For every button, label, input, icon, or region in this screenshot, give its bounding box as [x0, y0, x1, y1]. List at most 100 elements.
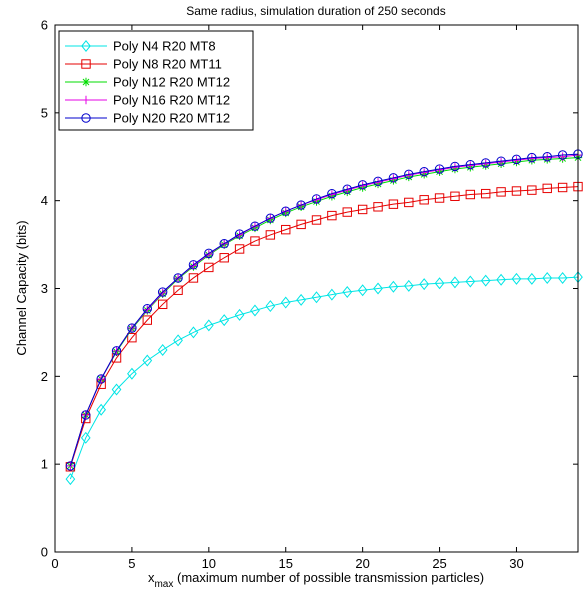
legend-marker	[81, 40, 91, 52]
y-tick-label: 1	[41, 457, 48, 472]
data-point	[188, 260, 199, 270]
data-point	[280, 296, 291, 309]
legend-entry: Poly N8 R20 MT11	[65, 57, 222, 72]
data-point	[65, 461, 76, 471]
data-point	[527, 154, 537, 163]
data-point	[127, 367, 137, 380]
data-point	[311, 291, 322, 304]
data-point	[281, 224, 291, 235]
data-point	[235, 230, 244, 240]
data-point	[481, 158, 491, 168]
data-point	[465, 189, 476, 200]
x-tick-label: 25	[432, 556, 446, 571]
series-2	[65, 181, 583, 472]
legend: Poly N4 R20 MT8 Poly N8 R20 MT11 Poly N12 …	[58, 30, 254, 131]
data-point	[157, 299, 168, 310]
data-point	[465, 275, 476, 288]
legend-marker	[81, 59, 91, 69]
data-point	[219, 314, 230, 327]
data-point	[127, 332, 137, 343]
data-point	[373, 282, 383, 295]
data-point	[357, 284, 368, 297]
x-tick-label: 15	[279, 556, 293, 571]
data-point	[481, 159, 490, 168]
data-point	[542, 183, 552, 194]
data-point	[157, 287, 168, 297]
data-point	[203, 319, 214, 332]
data-point	[311, 194, 322, 204]
data-point	[327, 210, 337, 221]
data-point	[188, 273, 199, 283]
x-tick-label: 10	[202, 556, 216, 571]
data-point	[250, 236, 260, 246]
x-axis-label-subscript: max	[154, 579, 173, 590]
data-point	[404, 197, 414, 208]
legend-label: Poly N8 R20 MT11	[113, 57, 222, 72]
data-point	[143, 305, 152, 314]
series-line	[69, 186, 579, 467]
data-point	[465, 159, 476, 170]
ticks-layer: 0 5 10 15 20 25 30 0 1 2 3 4 5 6	[41, 18, 578, 571]
legend-marker	[81, 113, 91, 123]
data-point	[66, 461, 75, 471]
data-point	[204, 262, 214, 273]
data-point	[511, 272, 522, 285]
data-point	[419, 195, 429, 205]
data-point	[188, 326, 199, 339]
data-point	[157, 343, 168, 356]
data-point	[173, 334, 183, 347]
data-point	[327, 188, 337, 199]
data-point	[434, 277, 445, 290]
x-axis-label: xmax (maximum number of possible transmi…	[148, 570, 484, 590]
data-point	[496, 156, 506, 166]
data-point	[543, 153, 552, 162]
data-point	[404, 169, 414, 180]
data-point	[80, 431, 91, 444]
data-point	[281, 206, 291, 216]
data-point	[173, 285, 183, 295]
legend-label: Poly N4 R20 MT8	[113, 39, 216, 54]
y-tick-label: 6	[41, 18, 48, 33]
data-point	[388, 173, 399, 183]
data-point	[219, 239, 229, 249]
data-point	[496, 187, 506, 197]
data-point	[265, 300, 276, 313]
data-point	[311, 215, 322, 225]
data-point	[481, 188, 491, 199]
data-point	[419, 166, 429, 177]
series-layer	[65, 149, 583, 486]
data-point	[111, 346, 122, 356]
data-point	[204, 248, 214, 259]
data-point	[480, 274, 491, 287]
chart-title: Same radius, simulation duration of 250 …	[186, 4, 445, 18]
legend-entry: Poly N20 R20 MT12	[65, 111, 230, 126]
data-point	[542, 271, 553, 284]
legend-label: Poly N16 R20 MT12	[113, 93, 230, 108]
data-point	[296, 200, 306, 210]
series-line	[69, 153, 579, 467]
y-tick-label: 4	[41, 193, 48, 208]
data-point	[250, 304, 260, 317]
data-point	[357, 180, 368, 190]
data-point	[81, 410, 91, 420]
data-point	[450, 191, 460, 201]
data-point	[450, 276, 460, 289]
data-point	[219, 253, 229, 263]
legend-box	[58, 30, 254, 131]
legend-entry: Poly N12 R20 MT12	[65, 75, 230, 90]
legend-label: Poly N12 R20 MT12	[113, 75, 230, 90]
data-point	[496, 273, 506, 286]
data-point	[527, 152, 537, 163]
data-point	[496, 157, 506, 167]
legend-entry: Poly N4 R20 MT8	[65, 39, 216, 54]
data-point	[557, 182, 568, 193]
data-point	[512, 156, 521, 165]
data-point	[250, 221, 260, 231]
y-tick-label: 2	[41, 369, 48, 384]
data-point	[296, 219, 306, 230]
data-point	[142, 354, 153, 367]
x-tick-label: 0	[51, 556, 58, 571]
data-point	[373, 202, 383, 212]
x-tick-label: 20	[355, 556, 369, 571]
